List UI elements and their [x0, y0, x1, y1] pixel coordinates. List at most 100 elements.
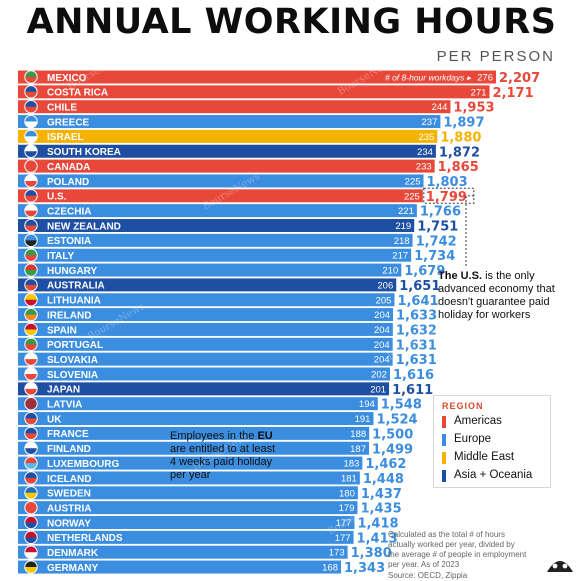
hours-label: 1,418 — [357, 517, 398, 532]
watermark-text: BourseNews — [86, 301, 147, 343]
workdays-label: 168 — [322, 563, 338, 574]
hours-label: 1,742 — [416, 234, 457, 249]
flag-poland-ring — [24, 174, 38, 188]
country-label: LITHUANIA — [47, 296, 101, 307]
us-callout-line — [465, 195, 474, 268]
hours-label: 1,437 — [361, 487, 402, 502]
hours-label: 1,616 — [393, 368, 434, 383]
flag-spain-ring — [24, 322, 38, 337]
hours-label: 1,499 — [372, 442, 413, 457]
flag-denmark-lower — [24, 552, 38, 559]
workdays-label: 235 — [418, 132, 434, 143]
hours-label: 1,500 — [372, 427, 413, 442]
bar-south-korea — [18, 144, 436, 158]
bar-hungary — [18, 263, 402, 277]
workdays-label: 191 — [355, 414, 371, 425]
flag-mexico-ring — [24, 70, 38, 84]
bar-ireland — [18, 308, 394, 322]
country-label: FINLAND — [47, 444, 91, 455]
flag-netherlands-ring — [24, 530, 38, 545]
flag-u-s-lower — [24, 195, 38, 203]
flag-france-ring — [24, 426, 38, 441]
flag-ireland-ring — [24, 307, 38, 322]
chart-title: ANNUAL WORKING HOURS — [26, 2, 557, 42]
flag-luxembourg-lower — [24, 463, 38, 470]
country-label: SPAIN — [47, 325, 77, 336]
bar-netherlands — [18, 530, 354, 544]
country-label: CHILE — [47, 103, 77, 114]
bar-greece — [18, 115, 441, 129]
workdays-label: 177 — [336, 518, 352, 529]
flag-spain-lower — [24, 329, 38, 336]
hours-label: 1,897 — [443, 116, 484, 131]
country-label: IRELAND — [47, 310, 91, 321]
workdays-label: 233 — [416, 162, 432, 173]
country-label: SLOVAKIA — [47, 355, 98, 366]
bar-france — [18, 426, 370, 440]
workdays-label: 183 — [343, 459, 359, 470]
hours-label: 1,799 — [426, 190, 467, 205]
workdays-label: 237 — [422, 117, 438, 128]
bar-italy — [18, 248, 412, 262]
hours-label: 1,872 — [439, 145, 480, 160]
hours-label: 1,631 — [396, 338, 437, 353]
flag-czechia-ring — [24, 203, 38, 218]
workdays-label: 180 — [339, 488, 355, 499]
country-label: HUNGARY — [47, 266, 98, 277]
hours-label: 2,171 — [493, 86, 534, 101]
country-label: JAPAN — [47, 385, 80, 396]
legend-swatch-americas — [442, 416, 446, 428]
flag-australia-ring — [24, 278, 38, 292]
workdays-label: 179 — [339, 503, 355, 514]
hours-label: 1,631 — [396, 353, 437, 368]
bar-norway — [18, 516, 355, 529]
flag-slovakia-ring — [24, 352, 38, 366]
flag-estonia-lower — [24, 240, 38, 247]
flag-israel-ring — [24, 129, 38, 144]
hours-label: 2,207 — [499, 71, 540, 86]
flag-new-zealand-ring — [24, 218, 38, 233]
workdays-label: 181 — [341, 473, 357, 484]
legend-label-americas: Americas — [454, 415, 502, 427]
workdays-label: 188 — [350, 429, 366, 440]
eu-annotation-text-1: Employees in the — [170, 430, 258, 442]
region-legend: REGION Americas Europe Middle East Asia … — [433, 395, 551, 488]
workdays-label: 204 — [374, 340, 390, 351]
workdays-label: 225 — [404, 191, 420, 202]
flag-italy-lower — [24, 255, 38, 262]
flag-portugal-ring — [24, 337, 38, 351]
flag-new-zealand-lower — [24, 225, 38, 232]
eu-annotation-bold: EU — [257, 430, 273, 442]
hours-label: 1,448 — [363, 472, 404, 487]
hours-label: 1,865 — [438, 160, 479, 175]
bar-iceland — [18, 471, 360, 485]
bar-germany — [18, 560, 341, 574]
flag-mexico-lower — [24, 77, 38, 84]
workdays-label: 204 — [374, 325, 390, 336]
country-label: FRANCE — [47, 429, 89, 440]
country-label: GERMANY — [47, 563, 98, 574]
bar-mexico — [18, 70, 496, 84]
hours-label: 1,380 — [351, 546, 392, 561]
flag-canada-lower — [24, 166, 38, 173]
workdays-label: 173 — [329, 548, 345, 559]
flag-finland-ring — [24, 441, 38, 455]
us-annotation-text: is the only advanced economy that doesn'… — [438, 270, 555, 321]
workdays-label: 234 — [417, 147, 433, 158]
flag-costa-rica-ring — [24, 85, 38, 99]
bar-spain — [18, 322, 393, 336]
hours-label: 1,524 — [376, 413, 417, 428]
country-label: POLAND — [47, 177, 89, 188]
legend-title: REGION — [442, 401, 484, 411]
bar-canada — [18, 159, 435, 173]
flag-norway-ring — [24, 515, 38, 530]
bar-poland — [18, 174, 424, 188]
flag-greece-lower — [24, 121, 38, 128]
flag-japan-lower — [24, 388, 38, 396]
country-label: SOUTH KOREA — [47, 147, 121, 158]
flag-poland-lower — [24, 180, 38, 188]
flag-netherlands-lower — [24, 537, 38, 544]
bar-sweden — [18, 486, 358, 500]
flag-luxembourg-ring — [24, 456, 38, 470]
